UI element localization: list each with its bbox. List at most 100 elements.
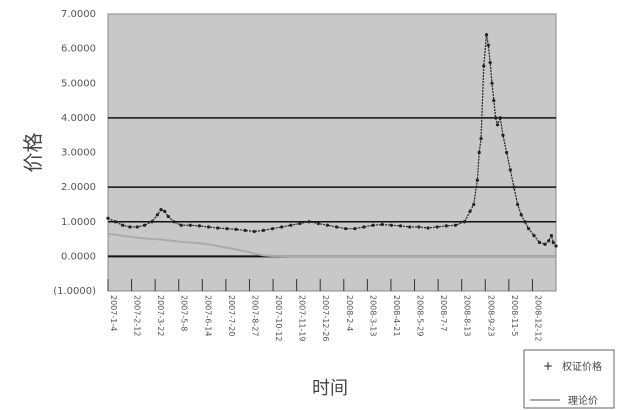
series-line-theory — [107, 232, 556, 258]
data-point — [547, 239, 551, 243]
data-point — [498, 116, 502, 120]
x-tick-label: 2007-8-27 — [250, 295, 259, 336]
data-point — [523, 220, 527, 224]
data-point — [289, 223, 293, 227]
data-point — [166, 214, 170, 219]
data-point — [472, 202, 476, 207]
data-point — [316, 221, 320, 226]
data-point — [417, 225, 421, 229]
data-point — [526, 227, 531, 231]
data-point — [435, 225, 439, 229]
x-axis-title: 时间 — [312, 378, 348, 399]
y-axis-ticks: 7.0000 6.0000 5.0000 4.0000 3.0000 2.0000 1.00… — [53, 9, 96, 297]
data-point — [488, 60, 492, 65]
data-point — [307, 220, 311, 224]
data-point — [142, 223, 147, 227]
data-point — [135, 225, 139, 229]
y-tick-label: 6.0000 — [61, 44, 96, 55]
x-tick-label: 2008-2-4 — [345, 295, 354, 331]
x-tick-label: 2008-9-23 — [486, 295, 495, 336]
data-point — [505, 150, 509, 155]
x-tick-label: 2008-4-21 — [392, 295, 401, 336]
x-tick-label: 2008-8-13 — [463, 295, 472, 336]
data-point — [371, 223, 375, 227]
data-point — [490, 81, 494, 85]
data-point — [159, 208, 163, 212]
data-point — [225, 227, 229, 231]
data-point — [128, 225, 132, 229]
x-axis-ticks: 2007-1-4 2007-2-12 2007-3-22 2007-5-8 2007-6… — [107, 279, 542, 342]
x-tick-label: 2007-1-4 — [109, 295, 118, 331]
data-point — [519, 213, 523, 217]
y-tick-label: 1.0000 — [61, 217, 96, 228]
y-axis-title: 价格 — [21, 133, 45, 173]
data-point — [479, 137, 483, 141]
y-tick-label: 5.0000 — [61, 78, 96, 89]
data-point — [494, 116, 498, 120]
data-point — [484, 33, 489, 37]
data-point — [106, 216, 110, 220]
data-point — [353, 227, 357, 231]
data-point — [206, 225, 211, 229]
data-point — [334, 225, 339, 229]
data-point — [537, 240, 542, 245]
y-tick-label: 4.0000 — [61, 113, 96, 124]
data-point — [243, 228, 247, 233]
legend-label-theory: 理论价 — [568, 394, 598, 407]
x-tick-label: 2008-11-5 — [510, 295, 519, 336]
data-point — [150, 220, 154, 224]
data-point — [477, 150, 481, 155]
x-tick-label: 2008-12-12 — [533, 295, 542, 342]
data-point — [216, 226, 220, 230]
x-tick-label: 2007-2-12 — [133, 295, 142, 336]
data-point — [508, 168, 512, 172]
data-point — [462, 220, 467, 224]
x-tick-label: 2008-7-7 — [439, 295, 448, 331]
data-point — [516, 202, 520, 207]
data-point — [408, 225, 412, 229]
data-point — [398, 224, 403, 228]
data-point — [380, 222, 384, 227]
data-point — [551, 240, 555, 245]
data-point — [453, 223, 458, 227]
data-point — [252, 229, 256, 234]
data-point — [298, 221, 302, 226]
legend-label-warrant: 权证价格 — [562, 360, 602, 373]
data-point — [270, 227, 275, 231]
series-layer — [106, 33, 558, 258]
data-point — [113, 220, 117, 224]
y-tick-label: 3.0000 — [61, 148, 96, 159]
data-point — [426, 226, 430, 230]
data-point — [468, 209, 472, 213]
data-point — [486, 43, 490, 47]
x-tick-label: 2007-3-22 — [156, 295, 165, 336]
data-point — [234, 227, 238, 231]
legend: + 权证价格 理论价 — [523, 349, 615, 409]
data-point — [512, 185, 516, 189]
data-point — [280, 225, 284, 229]
data-point — [444, 224, 448, 228]
data-point — [172, 220, 176, 224]
data-point — [344, 227, 348, 231]
y-tick-label: 7.0000 — [61, 9, 96, 20]
legend-marker-warrant: + — [543, 359, 553, 373]
data-point — [325, 223, 330, 227]
data-point — [549, 234, 554, 238]
y-tick-label: (1.0000) — [53, 286, 96, 297]
x-tick-label: 2007-6-14 — [203, 295, 212, 336]
plot-area — [107, 13, 557, 292]
x-tick-label: 2007-12-26 — [321, 295, 330, 342]
x-tick-label: 2007-7-20 — [227, 295, 236, 336]
data-point — [362, 225, 366, 229]
data-point — [155, 213, 159, 217]
legend-box — [523, 349, 615, 409]
x-tick-label: 2007-5-8 — [180, 295, 189, 331]
x-tick-label: 2007-11-19 — [298, 295, 307, 342]
y-tick-label: 0.0000 — [61, 251, 96, 262]
data-point — [492, 98, 496, 103]
data-point — [482, 64, 486, 68]
data-point — [501, 133, 505, 137]
data-point — [543, 242, 547, 246]
data-point — [197, 224, 202, 228]
